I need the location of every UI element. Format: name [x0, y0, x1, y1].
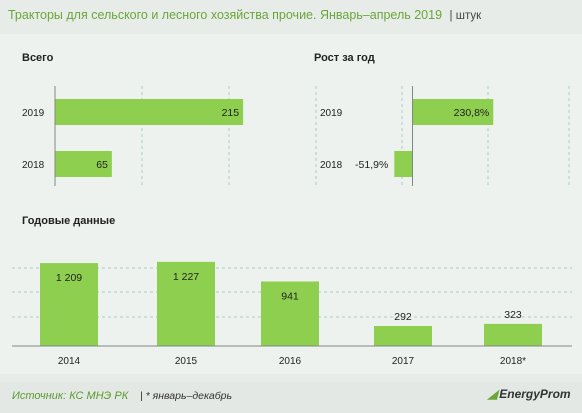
section-annual-label: Годовые данные — [22, 215, 116, 227]
annual-bar — [261, 281, 319, 346]
total-value-label: 215 — [222, 107, 240, 119]
annual-category-label: 2015 — [175, 356, 198, 367]
annual-value-label: 941 — [281, 290, 299, 302]
title-text: Тракторы для сельского и лесного хозяйст… — [8, 8, 443, 22]
annual-bar — [484, 323, 542, 346]
footer-bar — [0, 382, 582, 413]
brand-logo: ◢ EnergyProm — [488, 387, 571, 401]
growth-bar — [412, 99, 494, 125]
logo-text: EnergyProm — [499, 387, 571, 401]
total-category-label: 2019 — [22, 108, 45, 119]
annual-value-label: 323 — [504, 309, 522, 321]
growth-value-label: 230,8% — [454, 107, 490, 119]
annual-value-label: 1 209 — [56, 272, 82, 284]
section-growth-label: Рост за год — [314, 52, 375, 64]
annual-category-label: 2016 — [279, 356, 302, 367]
annual-bar — [157, 261, 215, 346]
annual-category-label: 2017 — [392, 356, 415, 367]
annual-bar — [40, 263, 98, 346]
total-bar — [55, 99, 244, 125]
annual-category-label: 2014 — [58, 356, 81, 367]
logo-mark-icon: ◢ — [488, 387, 498, 401]
total-category-label: 2018 — [22, 160, 45, 171]
growth-category-label: 2019 — [320, 108, 343, 119]
growth-category-label: 2018 — [320, 160, 343, 171]
unit-label: | штук — [449, 10, 482, 22]
annual-value-label: 292 — [394, 311, 412, 323]
growth-bar — [394, 151, 413, 177]
total-value-label: 65 — [96, 159, 108, 171]
title-bar — [0, 0, 582, 30]
annual-category-label: 2018* — [500, 356, 526, 367]
growth-value-label: -51,9% — [355, 159, 388, 171]
footnote-text: | * январь–декабрь — [140, 390, 233, 402]
source-text: Источник: КС МНЭ РК — [12, 390, 129, 402]
section-total-label: Всего — [22, 52, 54, 64]
annual-bar — [374, 325, 432, 346]
chart-title: Тракторы для сельского и лесного хозяйст… — [8, 8, 481, 22]
annual-value-label: 1 227 — [173, 271, 199, 283]
total-bar — [55, 151, 112, 177]
